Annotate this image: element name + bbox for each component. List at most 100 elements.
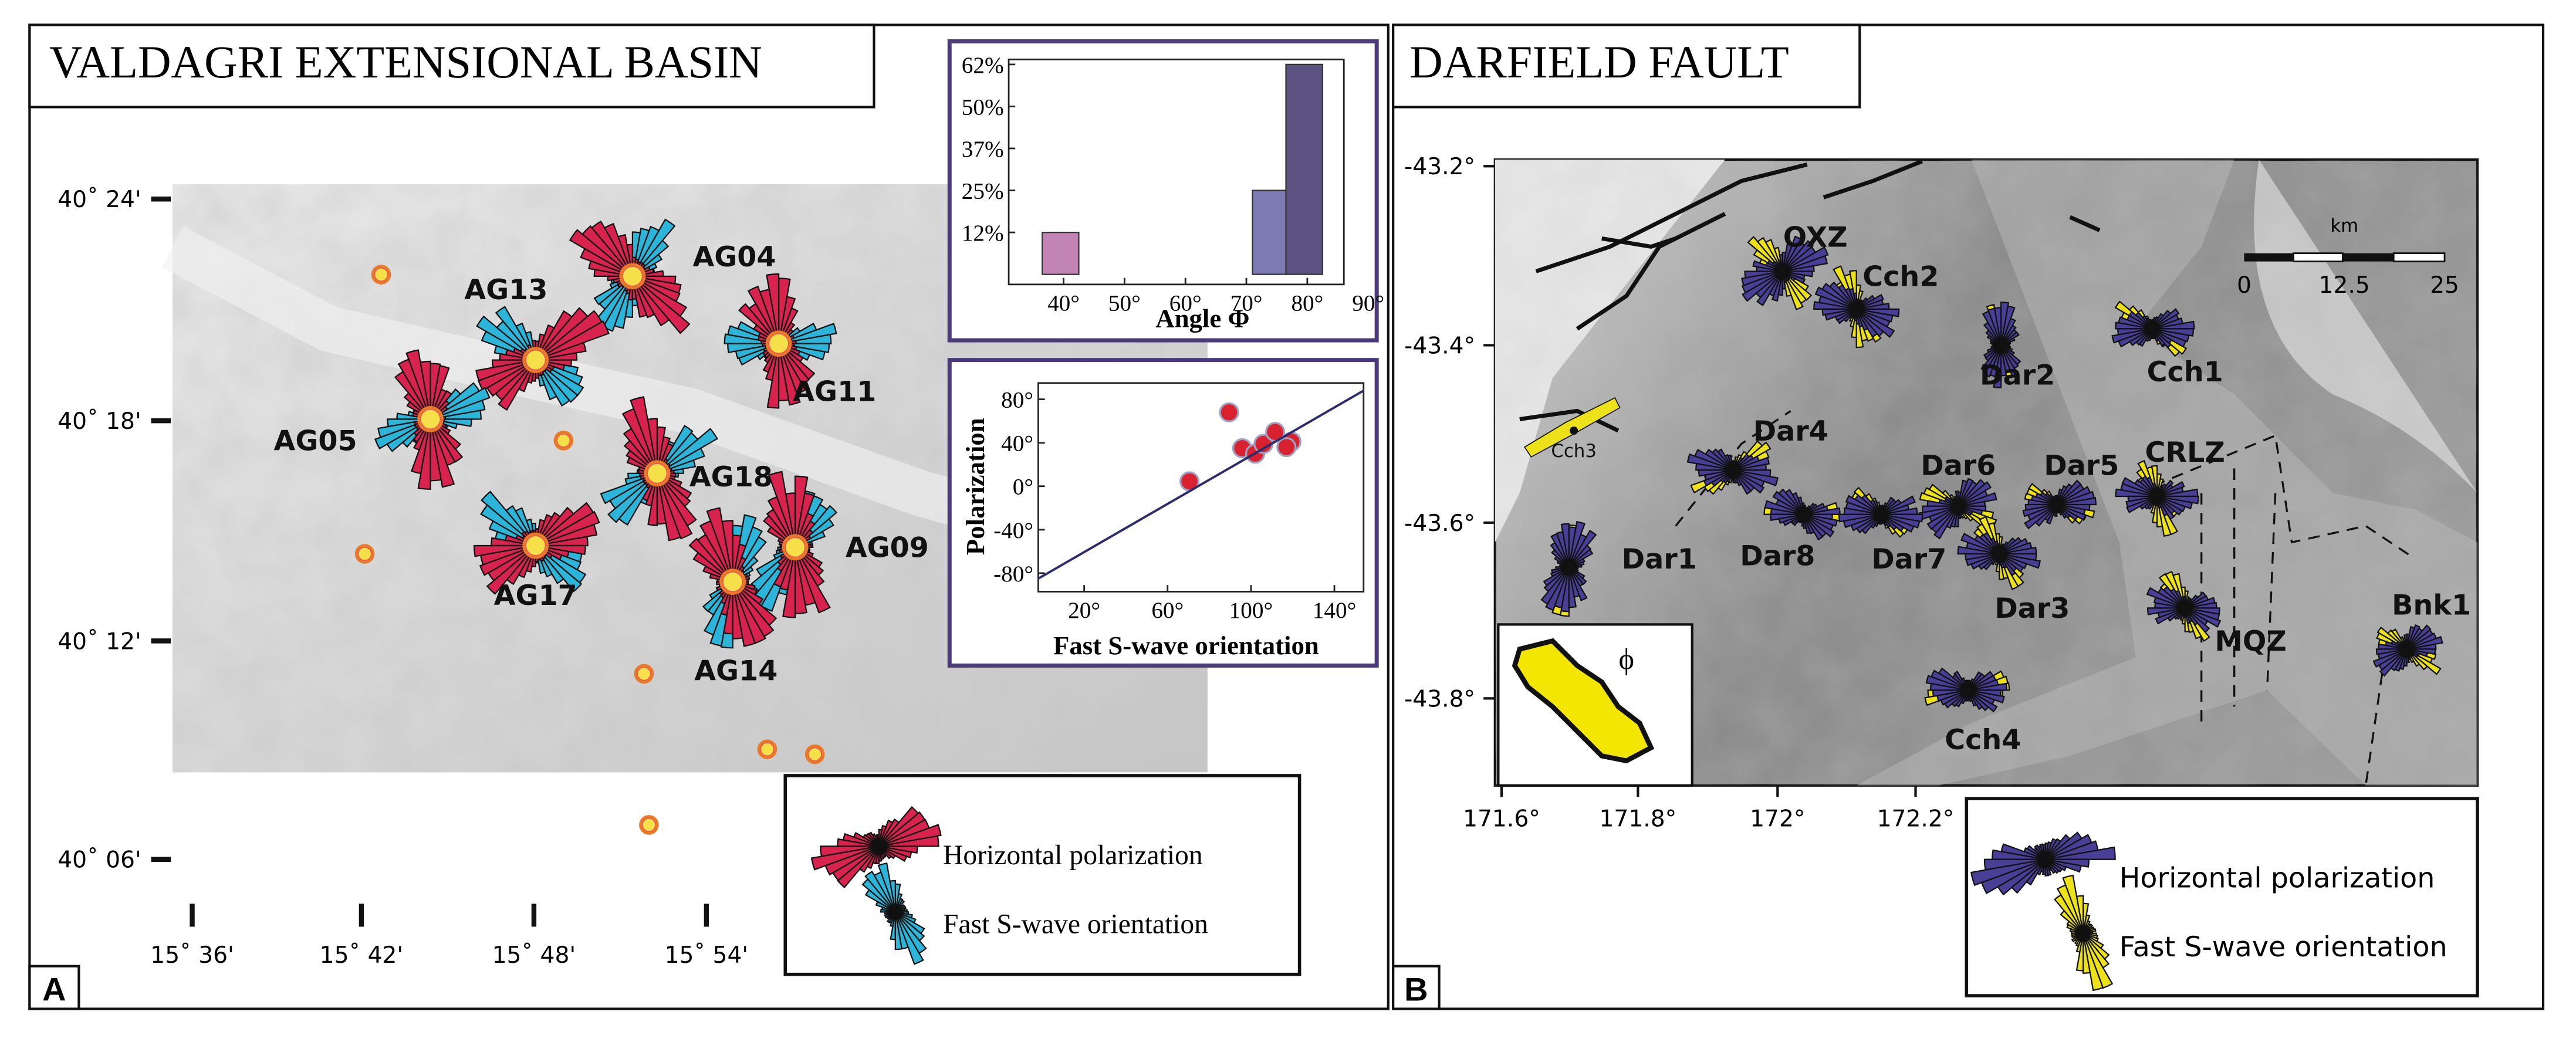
rose-petal xyxy=(895,911,917,924)
panel-title: VALDAGRI EXTENSIONAL BASIN xyxy=(49,36,762,87)
station-marker xyxy=(647,463,668,484)
rose-petal xyxy=(2044,841,2053,860)
rose-petal xyxy=(861,878,896,913)
rose-petal xyxy=(495,306,536,361)
y-tick-label: 12% xyxy=(962,221,1004,246)
rose-petal xyxy=(657,428,718,474)
station-marker xyxy=(1954,502,1963,510)
station-label: AG11 xyxy=(793,376,876,408)
rose-diagram xyxy=(2111,308,2195,349)
rose-diagram xyxy=(861,862,927,965)
rose-petal xyxy=(2399,648,2408,670)
rose-petal xyxy=(631,218,676,277)
rose-petal xyxy=(895,911,925,942)
rose-petal xyxy=(1752,260,1783,272)
rose-diagram xyxy=(2115,475,2199,520)
y-tick-label: -40° xyxy=(993,518,1033,543)
station-marker xyxy=(357,546,372,561)
rose-petal xyxy=(2184,607,2210,634)
rose-petal xyxy=(2083,932,2097,936)
station-marker xyxy=(556,433,571,448)
rose-petal xyxy=(1686,453,1734,471)
station-marker xyxy=(525,535,546,556)
fit-line xyxy=(1037,390,1364,580)
label-box xyxy=(28,965,80,1010)
scale-label: 12.5 xyxy=(2319,272,2370,299)
station-label: Dar2 xyxy=(1980,360,2055,392)
rose-petal xyxy=(895,911,909,915)
station-label: AG09 xyxy=(846,532,929,564)
rose-petal xyxy=(1568,529,1597,568)
inset-symbol: ϕ xyxy=(1618,642,1634,675)
rose-petal xyxy=(1771,271,1783,302)
rose-diagram xyxy=(1764,488,1841,541)
rose-petal xyxy=(1781,270,1813,301)
station-marker xyxy=(722,571,743,593)
x-tick-label: 70° xyxy=(1230,291,1263,316)
rose-petal xyxy=(766,343,780,409)
rose-petal xyxy=(878,825,887,847)
rose-petal xyxy=(2044,834,2071,860)
station-marker xyxy=(374,267,388,282)
panel-label: A xyxy=(42,971,66,1008)
rose-petal xyxy=(480,504,536,546)
legend-box xyxy=(783,774,1301,976)
rose-petal xyxy=(580,248,633,277)
y-tick-label: 0° xyxy=(1013,475,1033,500)
station-label: AG04 xyxy=(692,241,776,273)
rose-petal xyxy=(1968,689,2002,697)
y-tick-label: 62% xyxy=(962,53,1004,78)
rose-petal xyxy=(1933,506,1959,540)
rose-petal xyxy=(1803,513,1835,538)
station-marker xyxy=(1570,427,1578,435)
rose-petal xyxy=(732,581,777,627)
rose-petal xyxy=(2060,909,2084,934)
lon-label: 15˚ 48' xyxy=(492,942,576,969)
rose-petal xyxy=(2406,626,2416,649)
y-tick-label: -80° xyxy=(993,561,1033,587)
scale-bar xyxy=(2342,253,2394,262)
station-label: Cch1 xyxy=(2147,356,2223,388)
rose-petal xyxy=(656,473,697,527)
y-tick-label: 50% xyxy=(962,94,1004,120)
rose-petal xyxy=(2046,504,2058,525)
x-tick-label: 50° xyxy=(1108,291,1141,316)
rose-diagram xyxy=(2146,586,2222,634)
station-label: Cch4 xyxy=(1945,724,2021,756)
rose-petal xyxy=(2406,624,2421,649)
lat-label: 40˚ 24' xyxy=(58,187,141,213)
rose-petal xyxy=(2056,479,2082,505)
lat-label: 40˚ 12' xyxy=(58,628,141,655)
rose-petal xyxy=(535,320,610,361)
station-marker xyxy=(1997,341,2006,350)
rose-petal xyxy=(1958,479,1968,507)
rose-petal xyxy=(1999,553,2041,569)
rose-petal xyxy=(2379,648,2408,677)
rose-petal xyxy=(1814,286,1857,310)
rose-petal xyxy=(430,418,464,463)
rose-petal xyxy=(2083,932,2110,960)
x-tick-label: 60° xyxy=(1151,598,1184,623)
rose-petal xyxy=(782,547,796,618)
station-marker xyxy=(1800,510,1808,519)
rose-petal xyxy=(2083,932,2104,949)
rose-petal xyxy=(1733,469,1772,478)
station-marker xyxy=(1729,466,1737,475)
station-marker xyxy=(768,333,789,354)
rose-petal xyxy=(878,819,894,847)
rose-petal xyxy=(837,845,880,888)
rose-diagram xyxy=(2022,479,2097,530)
rose-petal xyxy=(417,419,431,490)
bar xyxy=(1285,63,1323,275)
lon-label: 171.8° xyxy=(1599,806,1676,833)
x-axis-label: Fast S-wave orientation xyxy=(1053,631,1319,660)
rose-petal xyxy=(535,310,573,361)
rose-petal xyxy=(535,545,583,593)
rose-petal xyxy=(1782,270,1813,278)
rose-petal xyxy=(1983,344,2002,378)
rose-petal xyxy=(1953,506,1959,527)
station-marker xyxy=(2053,500,2061,509)
rose-petal xyxy=(894,911,927,955)
rose-petal xyxy=(1960,532,2000,555)
rose-petal xyxy=(535,307,589,361)
